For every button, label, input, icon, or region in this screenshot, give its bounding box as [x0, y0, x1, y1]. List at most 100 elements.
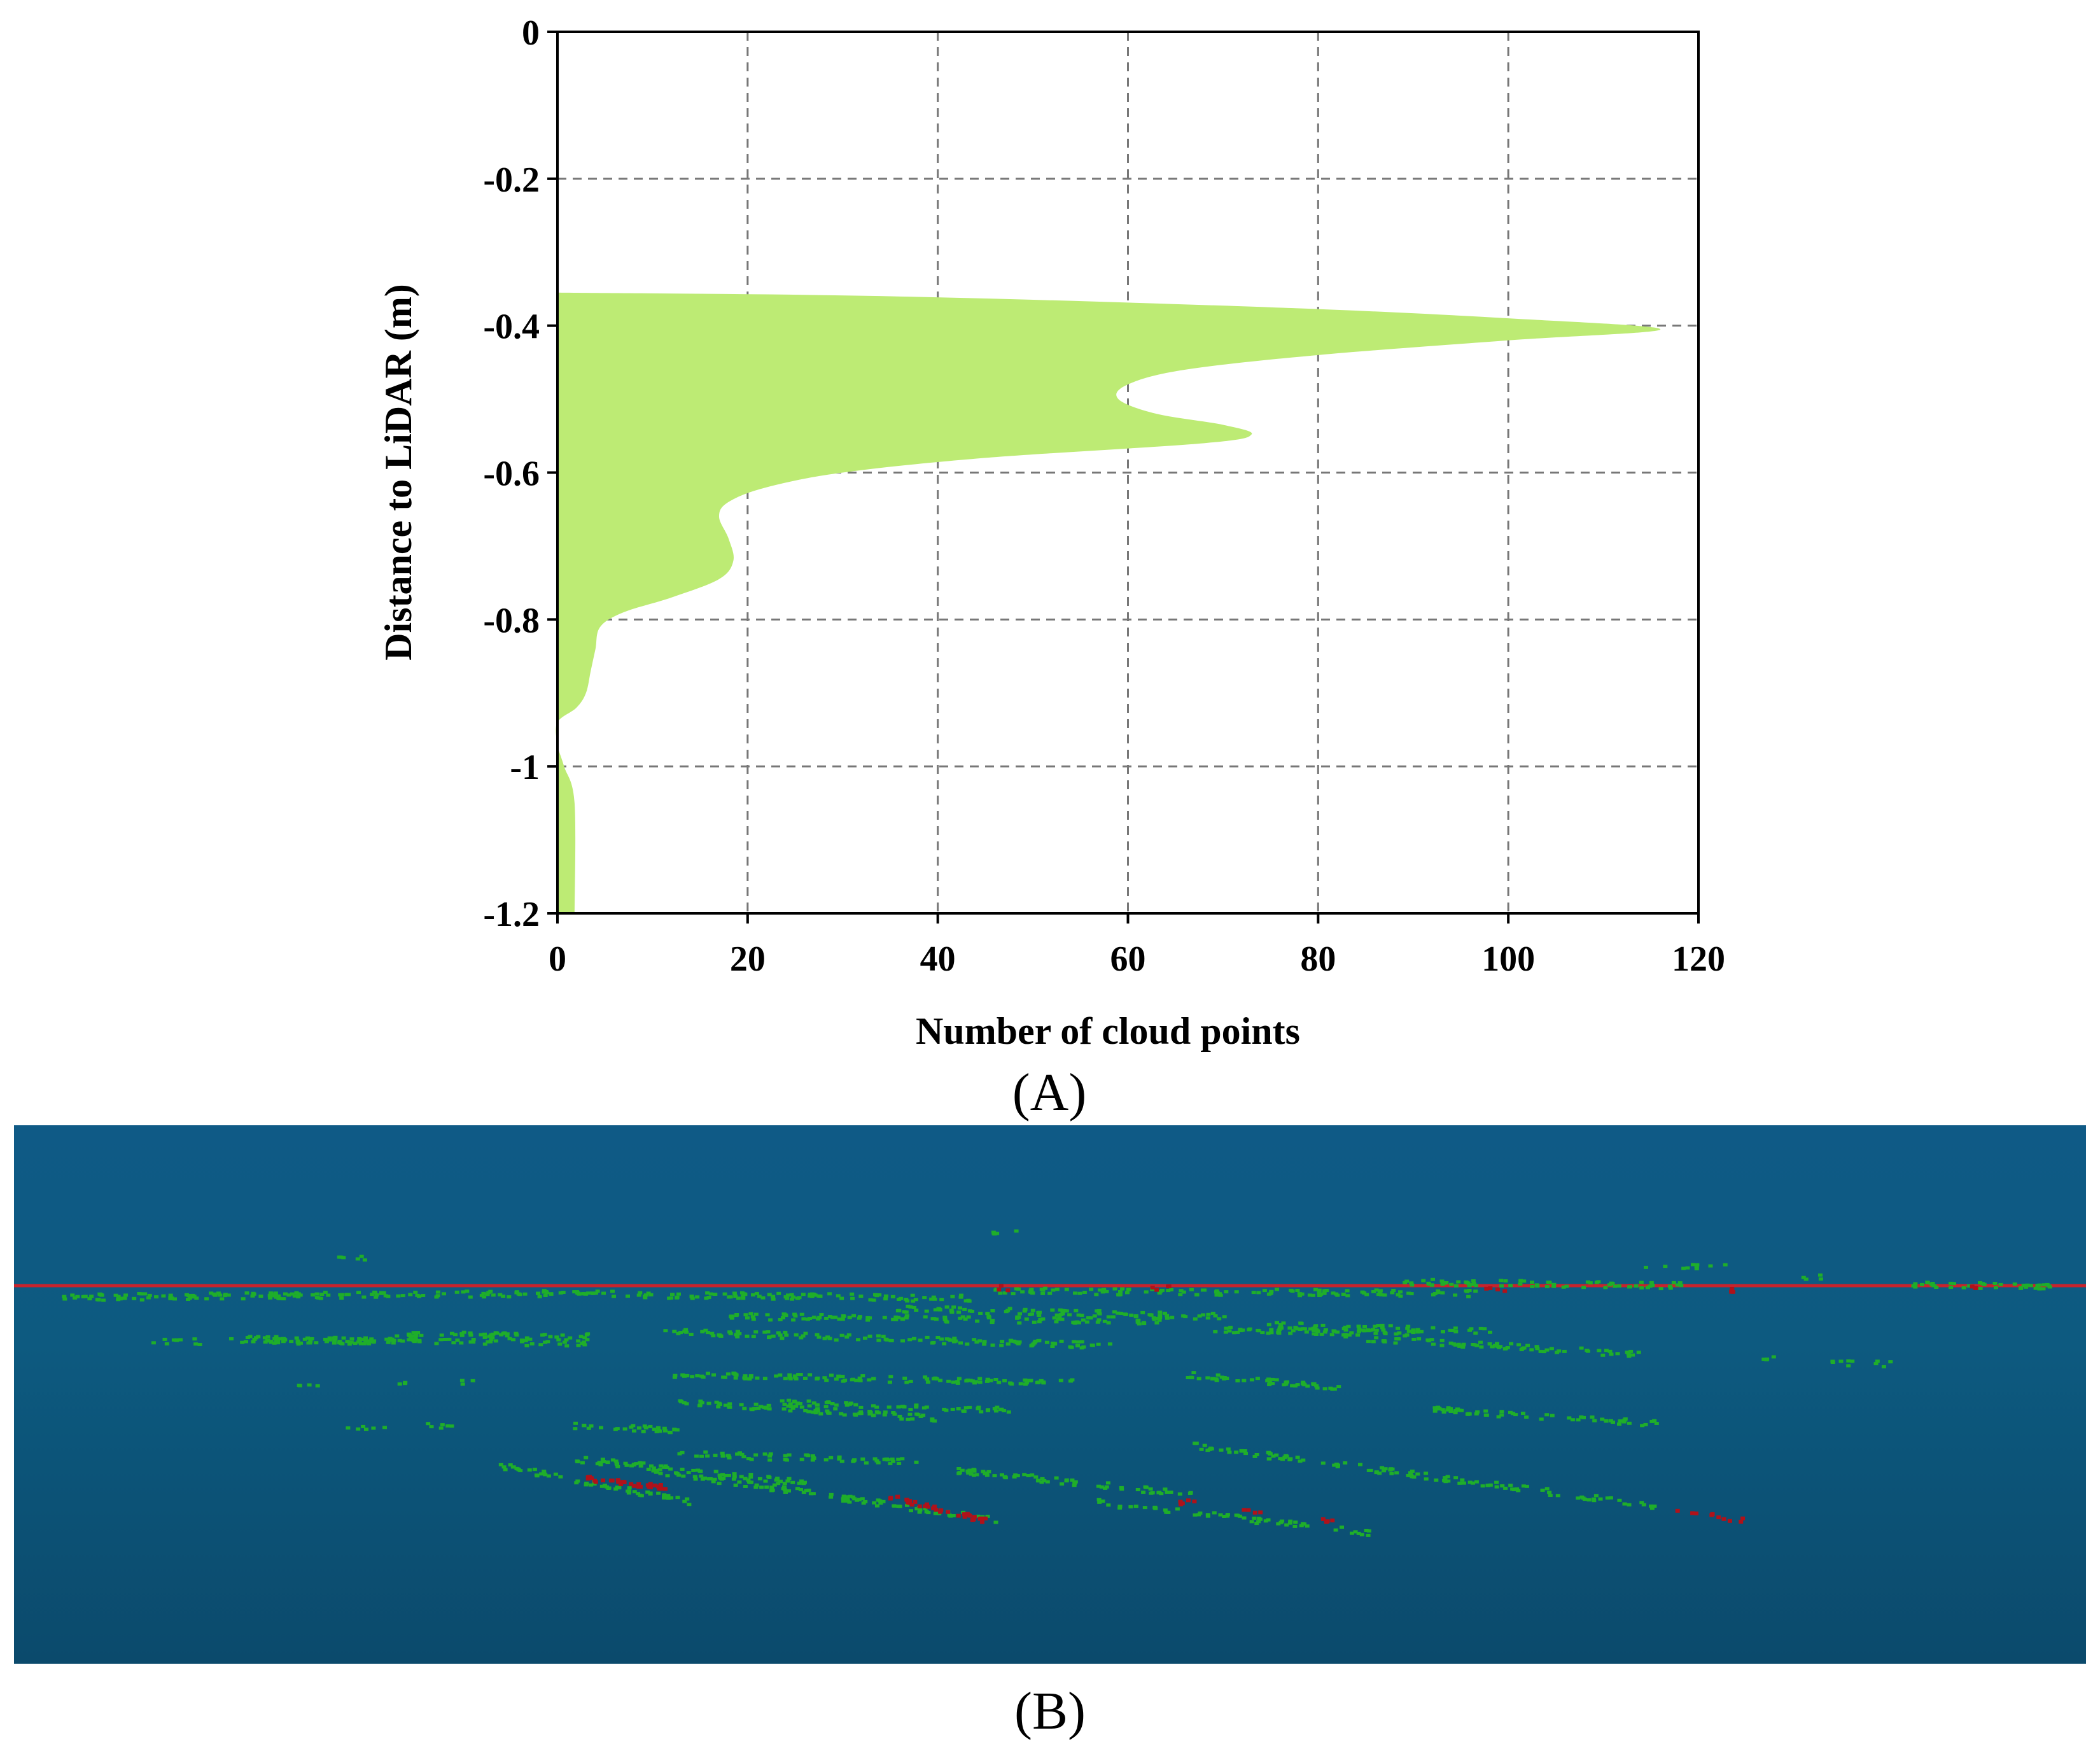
ground-point	[1675, 1283, 1680, 1287]
ground-point	[874, 1459, 879, 1463]
ground-point	[1658, 1287, 1663, 1291]
ground-point	[459, 1341, 464, 1345]
ground-point	[1225, 1514, 1230, 1518]
ground-point	[1202, 1443, 1207, 1447]
ground-point	[689, 1295, 694, 1298]
ground-point	[186, 1298, 190, 1301]
ground-point	[1336, 1385, 1341, 1389]
ground-point	[976, 1514, 981, 1518]
ground-point	[762, 1330, 767, 1334]
ground-point	[1284, 1380, 1289, 1384]
ground-point	[771, 1297, 776, 1301]
ground-point	[1396, 1337, 1401, 1340]
ground-point	[944, 1408, 949, 1412]
ground-point	[1636, 1351, 1641, 1354]
ground-point	[914, 1309, 919, 1312]
ground-point	[269, 1291, 274, 1295]
ground-point	[1383, 1467, 1388, 1471]
ground-point	[397, 1382, 402, 1386]
ground-point	[776, 1331, 781, 1335]
ground-point	[857, 1315, 862, 1319]
ground-point	[1140, 1310, 1145, 1314]
ground-point	[1069, 1345, 1074, 1349]
ground-point	[367, 1342, 372, 1345]
ground-point	[763, 1479, 768, 1483]
point-cloud-view	[14, 1229, 2086, 1537]
ground-point	[691, 1468, 696, 1472]
ground-point	[897, 1414, 902, 1418]
ground-point	[942, 1316, 948, 1319]
ground-point	[1410, 1283, 1415, 1287]
ground-point	[1456, 1342, 1461, 1346]
ground-point	[1649, 1504, 1653, 1508]
ground-point	[811, 1492, 816, 1496]
ground-point	[1409, 1281, 1414, 1285]
ground-point	[1077, 1291, 1082, 1295]
ground-point	[750, 1408, 755, 1412]
ground-point	[1380, 1466, 1385, 1470]
ground-point	[507, 1295, 512, 1299]
ground-point	[888, 1462, 893, 1466]
ground-point	[465, 1289, 470, 1293]
ground-point	[1154, 1317, 1159, 1320]
highlight-point	[589, 1476, 594, 1480]
ground-point	[845, 1499, 850, 1503]
ground-point	[1550, 1414, 1555, 1417]
ground-point	[1639, 1501, 1644, 1505]
ground-point	[1765, 1357, 1770, 1361]
ground-point	[1434, 1479, 1439, 1482]
ground-point	[930, 1419, 935, 1422]
ground-point	[1165, 1510, 1170, 1514]
ground-point	[699, 1374, 704, 1378]
ground-point	[900, 1317, 906, 1321]
ground-point	[872, 1501, 877, 1505]
ground-point	[1415, 1328, 1420, 1331]
ground-points	[62, 1229, 2052, 1537]
ground-point	[992, 1232, 997, 1236]
ground-point	[540, 1333, 545, 1337]
ground-point	[841, 1379, 846, 1383]
ground-point	[1433, 1407, 1438, 1411]
ground-point	[789, 1405, 794, 1408]
ground-point	[1393, 1341, 1398, 1345]
ground-point	[1197, 1314, 1202, 1318]
ground-point	[1349, 1331, 1354, 1335]
ground-point	[1218, 1293, 1223, 1297]
ground-point	[1516, 1343, 1522, 1347]
ground-point	[1158, 1289, 1163, 1293]
ground-point	[1165, 1491, 1170, 1494]
ground-point	[391, 1338, 396, 1342]
ground-point	[876, 1461, 881, 1465]
ground-point	[841, 1496, 846, 1500]
ground-point	[1298, 1294, 1302, 1298]
ground-point	[1313, 1324, 1319, 1328]
ground-point	[1089, 1288, 1094, 1291]
ground-point	[1432, 1409, 1438, 1413]
ground-point	[482, 1295, 487, 1299]
ground-point	[339, 1296, 344, 1300]
ground-point	[1586, 1498, 1592, 1502]
ground-point	[706, 1372, 710, 1375]
ground-point	[1494, 1485, 1499, 1489]
ground-point	[1070, 1479, 1075, 1482]
ground-point	[1023, 1378, 1028, 1382]
ground-point	[1596, 1280, 1601, 1284]
ground-point	[613, 1487, 619, 1491]
ground-point	[2019, 1286, 2024, 1290]
ground-point	[803, 1331, 808, 1335]
ground-point	[1163, 1508, 1168, 1512]
ground-point	[965, 1378, 970, 1382]
ground-point	[1397, 1331, 1402, 1335]
ground-point	[1302, 1383, 1307, 1387]
ground-point	[1622, 1502, 1627, 1506]
highlight-point	[1694, 1511, 1698, 1515]
ground-point	[1495, 1345, 1501, 1349]
ground-point	[1214, 1293, 1219, 1297]
ground-point	[1060, 1312, 1065, 1316]
ground-point	[402, 1382, 407, 1386]
highlight-point	[1252, 1510, 1257, 1515]
ground-point	[1011, 1339, 1016, 1343]
ground-point	[860, 1374, 865, 1378]
ground-point	[1282, 1456, 1287, 1459]
